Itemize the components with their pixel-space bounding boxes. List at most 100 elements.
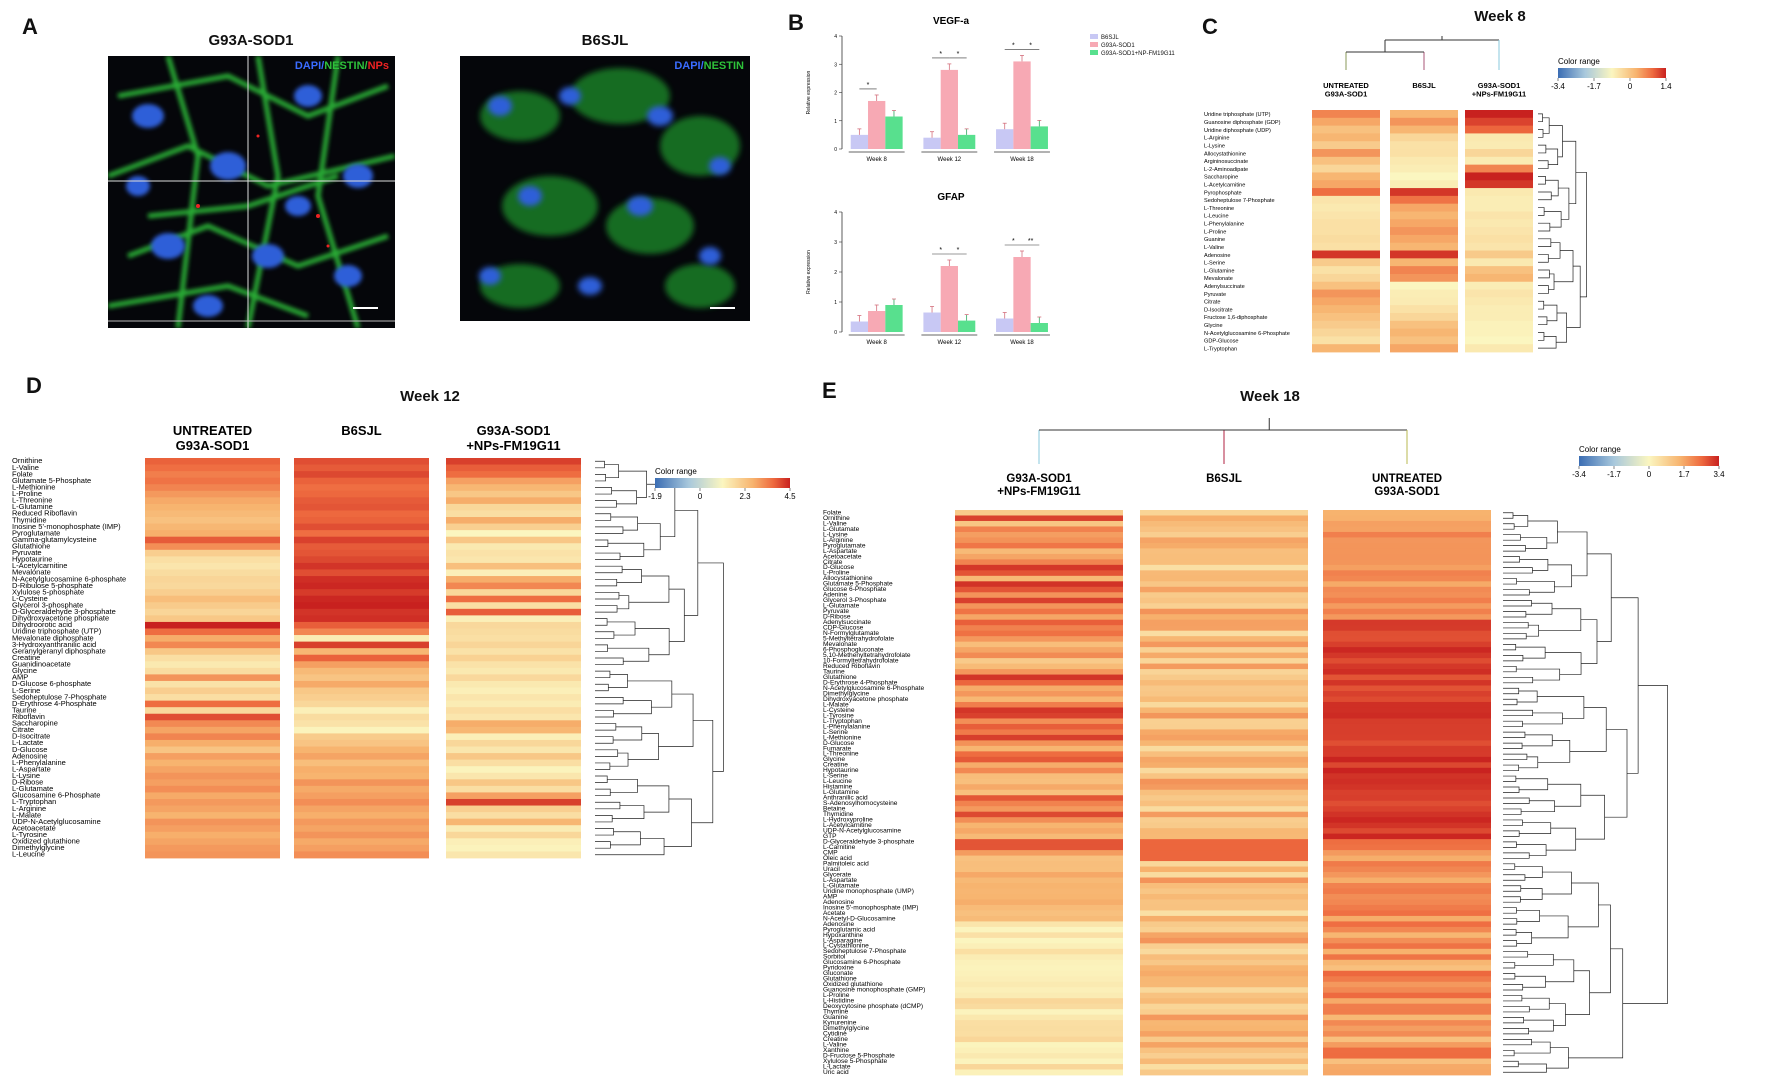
heatmap-cell [145, 621, 280, 629]
heatmap-cell [446, 628, 581, 636]
row-dendro-branch [1538, 113, 1543, 123]
heatmap-cell [145, 831, 280, 839]
row-label: Pyruvate [823, 608, 849, 615]
heatmap-cell [955, 603, 1123, 610]
heatmap-cell [955, 1064, 1123, 1070]
row-dendro-branch [1569, 707, 1607, 752]
row-dendro-branch [1503, 665, 1517, 673]
heatmap-cell [145, 844, 280, 852]
heatmap-cell [1323, 839, 1491, 846]
row-dendro-branch [607, 647, 650, 662]
heatmap-cell [1323, 1031, 1491, 1038]
legend-b: B6SJL G93A-SOD1 G93A-SOD1+NP-FM19G11 [1090, 34, 1175, 58]
heatmap-cell [1390, 219, 1458, 228]
heatmap-cell [294, 667, 429, 675]
bar [868, 100, 886, 149]
heatmap-cell [1323, 784, 1491, 791]
heatmap-cell [145, 595, 280, 603]
sig-star: * [867, 82, 870, 89]
heatmap-cell [955, 795, 1123, 802]
heatmap-cell [145, 556, 280, 564]
heatmap-cell [446, 549, 581, 557]
row-label: L-Lactate [823, 1063, 851, 1070]
panel-letter-c: C [1202, 14, 1218, 39]
color-range-tick-label: 2.3 [739, 492, 751, 501]
heatmap-cell [446, 726, 581, 734]
heatmap-cell [1140, 899, 1308, 906]
heatmap-cell [1140, 751, 1308, 758]
panel-letter-b: B [788, 10, 804, 35]
heatmap-cell [1323, 707, 1491, 714]
color-range-tick-label: 4.5 [784, 492, 796, 501]
heatmap-cell [955, 921, 1123, 928]
row-dendro-branch [595, 736, 614, 744]
row-label: D-Glucose [823, 740, 854, 747]
heatmap-cell [294, 674, 429, 682]
row-dendro-branch [1589, 904, 1611, 994]
color-range-label: Color range [655, 467, 697, 476]
heatmap-cell [1140, 1009, 1308, 1016]
row-dendro-branch [1587, 553, 1612, 642]
row-label: Adenine [823, 592, 848, 599]
heatmap-cell [1323, 872, 1491, 878]
row-label: Citrate [1204, 300, 1220, 306]
row-dendro-branch [1544, 211, 1562, 228]
heatmap-cell [1323, 822, 1491, 829]
heatmap-cell [145, 530, 280, 538]
heatmap-cell [955, 811, 1123, 818]
row-dendro-branch [1558, 187, 1570, 220]
heatmap-cell [1323, 850, 1491, 856]
heatmap-cell [955, 778, 1123, 785]
heatmap-cell [145, 576, 280, 583]
row-dendro-branch [1503, 676, 1534, 684]
heatmap-cell [1140, 685, 1308, 692]
stain-label-left: DAPI/NESTIN/NPs [294, 60, 389, 72]
heatmap-cell [955, 608, 1123, 615]
heatmap-cell [1323, 981, 1491, 988]
row-label: UDP-N-Acetylglucosamine [12, 817, 101, 826]
heatmap-cell [145, 785, 280, 793]
heatmap-cell [1140, 937, 1308, 944]
row-label: L-Tryptophan [823, 718, 862, 725]
heatmap-cell [955, 883, 1123, 889]
heatmap-cell [1323, 767, 1491, 774]
row-label: Adenosine [823, 899, 854, 906]
heatmap-cell [1140, 603, 1308, 610]
row-label: L-Cysteine [12, 594, 48, 603]
row-dendro-branch [1519, 822, 1552, 834]
heatmap-cell [1323, 937, 1491, 944]
row-label: D-Ribulose 5-phosphate [12, 581, 93, 590]
heatmap-cell [1140, 625, 1308, 632]
heatmap-cell [446, 707, 581, 715]
heatmap-cell [1465, 149, 1533, 158]
row-label: N-Acetylglucosamine 6-Phosphate [823, 685, 924, 692]
heatmap-cell [446, 523, 581, 531]
row-label: Dihydroxyacetone phosphate [823, 696, 909, 703]
heatmap-cell [145, 720, 280, 728]
heatmap-cell [955, 915, 1123, 922]
heatmap-cell [955, 553, 1123, 560]
heatmap-cell [145, 805, 280, 813]
heatmap-cell [1140, 893, 1308, 900]
heatmap-cell [446, 792, 581, 800]
heatmap-cell [294, 602, 429, 610]
heatmap-cell [145, 707, 280, 715]
row-label: Hypoxanthine [823, 932, 864, 939]
heatmap-cell [294, 707, 429, 715]
heatmap-cell [1323, 932, 1491, 939]
heatmap-cell [294, 661, 429, 669]
heatmap-cell [1390, 234, 1458, 244]
heatmap-cell [294, 785, 429, 793]
row-label: 5,10-Methenyltetrahydrofolate [823, 652, 911, 659]
row-dendro-branch [1516, 844, 1547, 856]
heatmap-cell [1140, 586, 1308, 593]
heatmap-cell [1465, 110, 1533, 119]
row-dendro-branch [1503, 687, 1520, 695]
row-dendro-branch [1575, 172, 1587, 298]
row-dendro-branch [1537, 740, 1571, 763]
row-dendro-branch [1503, 1006, 1530, 1013]
row-label: D-Erythrose 4-Phosphate [823, 679, 898, 686]
heatmap-cell [955, 718, 1123, 725]
heatmap-cell [294, 654, 429, 662]
bar [885, 116, 903, 149]
